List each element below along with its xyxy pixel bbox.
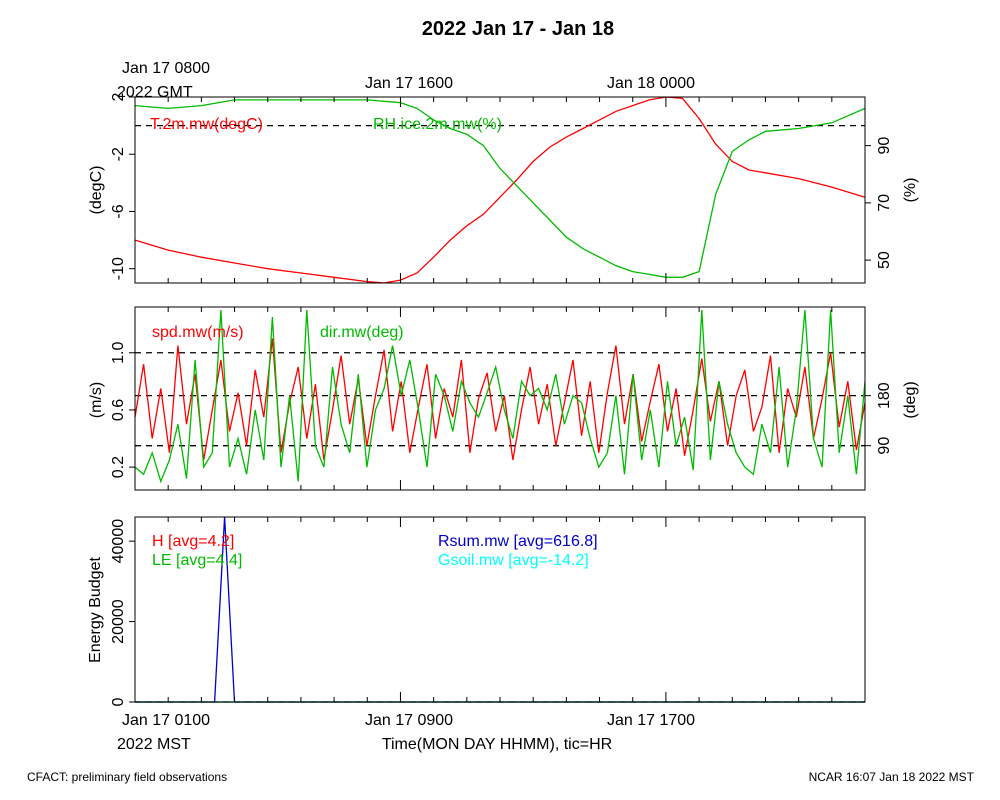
legend-Rsum: Rsum.mw [avg=616.8]: [438, 533, 598, 550]
y-tick-label-left: 40000: [110, 519, 127, 564]
y-tick-label-left: -6: [110, 204, 127, 218]
y-tick-label-left: 20000: [110, 599, 127, 644]
y-tick-label-left: -2: [110, 147, 127, 161]
y-tick-label-left: 2: [110, 92, 127, 101]
bottom-axis-label-1: Jan 17 0900: [365, 712, 453, 729]
x-axis-title: Time(MON DAY HHMM), tic=HR: [382, 736, 612, 753]
legend-H: H [avg=4.2]: [152, 533, 234, 550]
top-axis-label-1: Jan 17 1600: [365, 75, 453, 92]
top-axis-label-0-line1: Jan 17 0800: [122, 60, 210, 77]
y-tick-label-left: 0.6: [110, 399, 127, 421]
series-line-rh-ice-2m-mw-: [134, 99, 866, 278]
y-tick-label-right: 50: [876, 251, 893, 269]
y-tick-label-right: 90: [876, 137, 893, 155]
y-tick-label-left: 0: [110, 697, 127, 706]
panel-energy-budget: 0 20000 40000 Energy Budget H [avg=4.2] LE…: [87, 516, 866, 706]
footer-right: NCAR 16:07 Jan 18 2022 MST: [809, 770, 975, 784]
legend-humidity: RH.ice.2m.mw(%): [373, 116, 502, 133]
legend-speed: spd.mw(m/s): [152, 324, 244, 341]
y-tick-label-left: -10: [110, 257, 127, 280]
y-tick-label-left: 1.0: [110, 342, 127, 364]
chart-title: 2022 Jan 17 - Jan 18: [422, 18, 614, 40]
top-axis-label-0-line2: 2022 GMT: [117, 84, 193, 101]
panel1-ylabel-right: (%): [902, 178, 919, 203]
panel3-ylabel-left: Energy Budget: [87, 557, 104, 663]
panel2-ylabel-right: (deg): [902, 381, 919, 418]
legend-Gsoil: Gsoil.mw [avg=-14.2]: [438, 552, 589, 569]
y-tick-label-right: 70: [876, 194, 893, 212]
series-line-t-2m-mw-degc-: [134, 96, 866, 284]
panel2-ylabel-left: (m/s): [88, 382, 105, 418]
y-tick-label-right: 90: [876, 437, 893, 455]
legend-direction: dir.mw(deg): [320, 324, 404, 341]
footer-left: CFACT: preliminary field observations: [27, 770, 227, 784]
legend-temperature: T.2m.mw(degC): [150, 116, 263, 133]
top-axis-label-2: Jan 18 0000: [607, 75, 695, 92]
y-tick-label-left: 0.2: [110, 456, 127, 478]
legend-LE: LE [avg=4.4]: [152, 552, 242, 569]
bottom-axis-label-0-line1: Jan 17 0100: [122, 712, 210, 729]
panel1-ylabel-left: (degC): [88, 166, 105, 215]
series-line-dir-mw-deg-: [134, 309, 866, 484]
panel-temperature-humidity: -10 -6 -2 2 50 70 90 (degC) (%) T.2m.mw(degC)…: [88, 92, 919, 284]
bottom-axis-label-2: Jan 17 1700: [607, 712, 695, 729]
bottom-axis-label-0-line2: 2022 MST: [117, 736, 191, 753]
y-tick-label-right: 180: [876, 382, 893, 409]
series-line-spd-mw-m-s-: [134, 338, 866, 461]
